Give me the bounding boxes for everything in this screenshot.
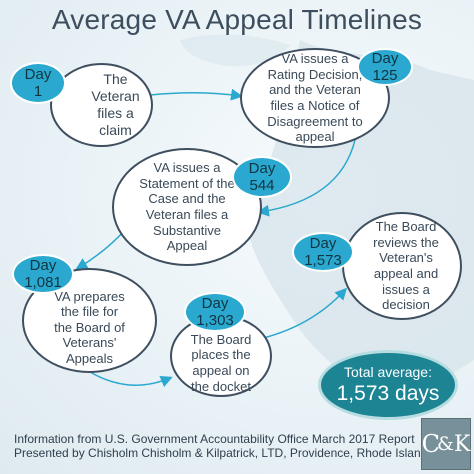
- arrow-step5-to-step6: [254, 287, 348, 341]
- footer-line-1: Information from U.S. Government Account…: [14, 432, 415, 446]
- arrow-step1-to-step2: [149, 88, 243, 101]
- step-4-day-badge: Day 1,081: [12, 254, 74, 294]
- step-3-day-badge: Day 544: [232, 156, 292, 198]
- step-2-day-badge: Day 125: [357, 48, 413, 86]
- step-4-day-value: 1,081: [24, 274, 62, 291]
- step-6-bubble: The Board reviews the Veteran's appeal a…: [342, 212, 462, 320]
- step-4-day-label: Day: [29, 256, 57, 274]
- step-4-text: VA prepares the file for the Board of Ve…: [54, 288, 125, 366]
- step-6-day-badge: Day 1,573: [292, 232, 354, 272]
- step-2-day-value: 125: [372, 67, 398, 84]
- step-5-day-label: Day: [201, 294, 229, 312]
- step-3-day-label: Day: [248, 159, 276, 177]
- arrow-step2-to-step3: [257, 139, 356, 217]
- step-3-day-value: 544: [249, 177, 275, 194]
- step-1-day-value: 1: [33, 83, 43, 100]
- step-3-text: VA issues a Statement of the Case and th…: [139, 160, 235, 254]
- step-2-day-label: Day: [371, 49, 399, 67]
- source-footer: Information from U.S. Government Account…: [14, 432, 427, 461]
- arrow-step3-to-step4: [75, 229, 126, 270]
- total-average-badge: Total average: 1,573 days: [318, 350, 458, 420]
- step-2-text: VA issues a Rating Decision, and the Vet…: [267, 51, 363, 145]
- step-5-day-value: 1,303: [196, 312, 234, 329]
- step-5-text: The Board places the appeal on the docke…: [190, 331, 252, 394]
- step-6-day-label: Day: [309, 234, 337, 252]
- footer-line-2: Presented by Chisholm Chisholm & Kilpatr…: [14, 446, 428, 461]
- map-landmass-north: [180, 34, 290, 67]
- arrow-step4-to-step5: [89, 371, 173, 388]
- step-3-bubble: VA issues a Statement of the Case and th…: [112, 148, 262, 266]
- step-1-bubble: The Veteran files a claim: [50, 63, 153, 147]
- page-title: Average VA Appeal Timelines: [51, 4, 423, 35]
- total-value: 1,573 days: [336, 382, 440, 405]
- step-5-day-badge: Day 1,303: [184, 292, 246, 332]
- step-1-text: The Veteran files a claim: [91, 71, 140, 138]
- step-1-day-label: Day: [24, 65, 52, 83]
- step-6-text: The Board reviews the Veteran's appeal a…: [373, 219, 439, 313]
- step-1-day-badge: Day 1: [10, 62, 66, 104]
- total-label: Total average:: [344, 364, 432, 380]
- step-6-day-value: 1,573: [304, 252, 342, 269]
- firm-logo: C & K: [421, 418, 471, 470]
- step-2-bubble: VA issues a Rating Decision, and the Vet…: [240, 48, 390, 148]
